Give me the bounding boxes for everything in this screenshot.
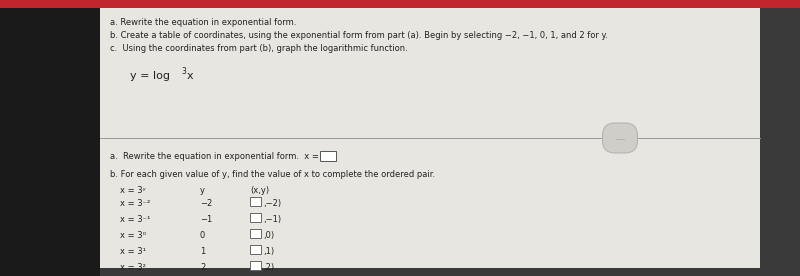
Bar [320, 151, 336, 161]
Text: ,1): ,1) [263, 247, 274, 256]
Text: b. For each given value of y, find the value of x to complete the ordered pair.: b. For each given value of y, find the v… [110, 170, 435, 179]
Bar [100, 8, 760, 268]
Text: x = 3⁰: x = 3⁰ [120, 231, 146, 240]
Text: a. Rewrite the equation in exponential form.: a. Rewrite the equation in exponential f… [110, 18, 296, 27]
Text: 3: 3 [181, 67, 186, 76]
Bar [250, 261, 261, 270]
Text: ,−1): ,−1) [263, 215, 281, 224]
Text: ,−2): ,−2) [263, 199, 281, 208]
Text: .....: ..... [615, 136, 625, 140]
Text: x = 3⁻¹: x = 3⁻¹ [120, 215, 150, 224]
Text: (x,y): (x,y) [250, 186, 269, 195]
Text: ,0): ,0) [263, 231, 274, 240]
Text: c.  Using the coordinates from part (b), graph the logarithmic function.: c. Using the coordinates from part (b), … [110, 44, 408, 53]
Text: 0: 0 [200, 231, 206, 240]
Text: x = 3ʸ: x = 3ʸ [120, 186, 146, 195]
Text: 2: 2 [200, 263, 206, 272]
Bar [250, 213, 261, 222]
Bar [250, 197, 261, 206]
Text: x: x [187, 71, 194, 81]
Text: x = 3⁻²: x = 3⁻² [120, 199, 150, 208]
Text: x = 3¹: x = 3¹ [120, 247, 146, 256]
Bar [0, 0, 800, 8]
Bar [250, 229, 261, 238]
Text: 1: 1 [200, 247, 206, 256]
Text: ,2): ,2) [263, 263, 274, 272]
Text: b. Create a table of coordinates, using the exponential form from part (a). Begi: b. Create a table of coordinates, using … [110, 31, 608, 40]
Text: a.  Rewrite the equation in exponential form.  x =: a. Rewrite the equation in exponential f… [110, 152, 319, 161]
Bar [250, 245, 261, 254]
Text: y = log: y = log [130, 71, 170, 81]
Text: y: y [200, 186, 205, 195]
Text: −2: −2 [200, 199, 212, 208]
Bar [0, 0, 100, 276]
Text: x = 3²: x = 3² [120, 263, 146, 272]
Text: −1: −1 [200, 215, 212, 224]
